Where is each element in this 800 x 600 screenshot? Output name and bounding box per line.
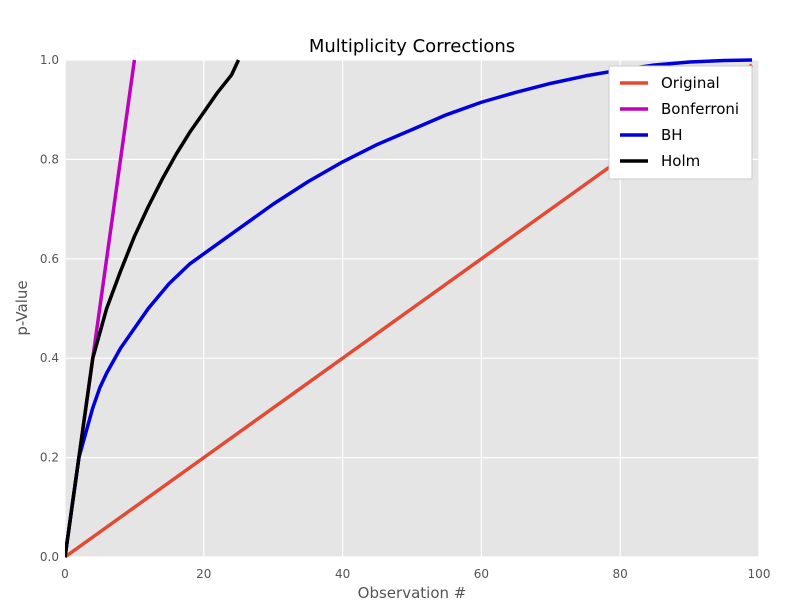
y-tick-label: 0.0 <box>40 550 59 564</box>
y-tick-label: 0.2 <box>40 451 59 465</box>
chart-title: Multiplicity Corrections <box>309 36 515 57</box>
y-tick-label: 0.4 <box>40 351 59 365</box>
x-axis-label: Observation # <box>358 584 467 600</box>
x-tick-label: 0 <box>61 567 69 581</box>
y-tick-label: 1.0 <box>40 53 59 67</box>
y-tick-labels: 0.0 0.2 0.4 0.6 0.8 1.0 <box>40 53 59 564</box>
x-tick-label: 20 <box>196 567 211 581</box>
series-line-holm <box>65 59 241 558</box>
x-tick-label: 80 <box>613 567 628 581</box>
x-tick-label: 40 <box>335 567 350 581</box>
x-tick-label: 60 <box>474 567 489 581</box>
x-tick-label: 100 <box>748 567 771 581</box>
y-tick-label: 0.6 <box>40 252 59 266</box>
x-tick-labels: 0 20 40 60 80 100 <box>61 567 770 581</box>
y-axis-label: p-Value <box>13 280 31 335</box>
legend-label: Holm <box>661 152 700 170</box>
series-line-bh <box>65 58 753 558</box>
legend-label: Bonferroni <box>661 100 739 118</box>
legend: Original Bonferroni BH Holm <box>608 65 753 180</box>
legend-label: Original <box>661 74 720 92</box>
y-tick-label: 0.8 <box>40 152 59 166</box>
legend-label: BH <box>661 126 683 144</box>
